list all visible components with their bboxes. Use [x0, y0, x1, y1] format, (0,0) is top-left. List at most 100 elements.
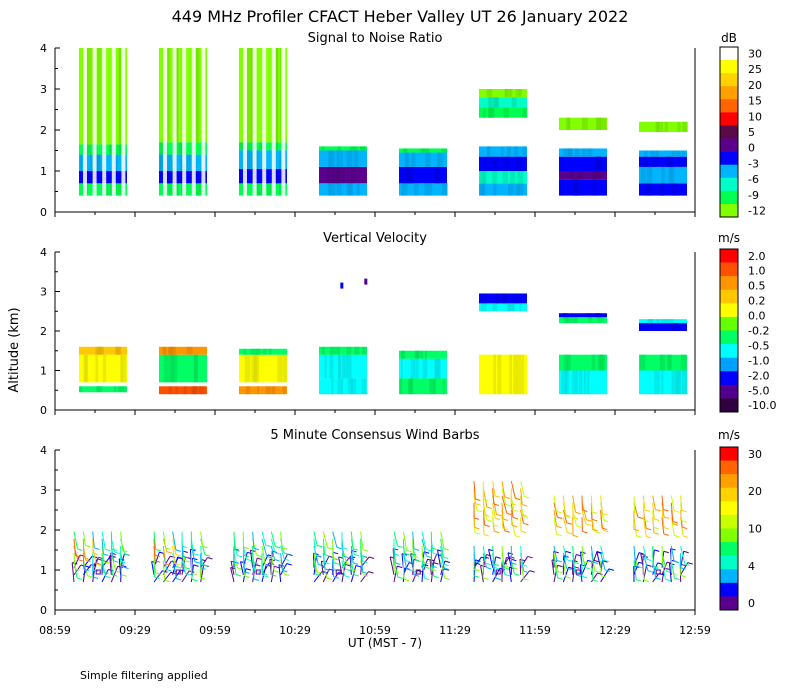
heatmap-streak	[349, 146, 355, 151]
wind-barb	[501, 502, 504, 520]
wind-barb	[562, 560, 567, 577]
wind-barb	[280, 531, 283, 548]
colorbar-label: 0	[748, 142, 755, 155]
wind-barb-flag	[263, 575, 269, 578]
colorbar-label: 4	[748, 560, 755, 573]
wind-barb-flag	[444, 560, 450, 564]
snr-gap-column	[83, 48, 87, 196]
data-block	[159, 346, 207, 395]
wind-barb	[118, 558, 122, 575]
wind-barb-flag	[594, 531, 601, 534]
colorbar-label: -1.0	[748, 354, 769, 367]
wind-barb	[162, 545, 167, 565]
wind-barb-flag	[166, 569, 172, 572]
wind-barb-flag	[74, 568, 81, 571]
wind-barb-flag	[426, 555, 432, 559]
heatmap-streak	[353, 150, 359, 167]
heatmap-streak	[668, 166, 673, 184]
heatmap-streak	[522, 146, 527, 157]
wind-barb-flag	[663, 527, 670, 530]
heatmap-streak	[192, 386, 198, 395]
wind-barb	[440, 538, 444, 558]
wind-barb-flag	[122, 549, 128, 553]
heatmap-streak	[166, 171, 170, 184]
wind-barb	[501, 488, 507, 505]
wind-barb	[402, 560, 405, 580]
wind-barb-flag	[284, 558, 290, 561]
heatmap-streak	[586, 148, 593, 157]
wind-barb-flag	[473, 575, 480, 578]
heatmap-streak	[640, 166, 646, 184]
heatmap-streak	[359, 146, 366, 151]
wind-barb-flag	[564, 514, 571, 517]
wind-barb-flag	[166, 551, 172, 554]
colorbar-swatch	[720, 47, 738, 61]
wind-barb-flag	[687, 562, 693, 565]
heatmap-streak	[265, 386, 272, 395]
heatmap-streak	[680, 354, 687, 371]
heatmap-streak	[506, 146, 512, 157]
heatmap-streak	[493, 354, 497, 395]
heatmap-streak	[177, 142, 184, 155]
snr-gap-column	[182, 48, 187, 196]
wind-barb-flag	[521, 564, 528, 567]
wind-barb-flag	[257, 557, 263, 561]
heatmap-cell	[479, 183, 527, 196]
colorbar-label: 0.2	[748, 295, 766, 308]
wind-barb-flag	[556, 533, 562, 537]
wind-barb	[519, 559, 522, 575]
wind-barb-flag	[486, 519, 493, 522]
heatmap-streak	[681, 370, 688, 395]
heatmap-streak	[175, 386, 178, 395]
wind-barb	[172, 569, 181, 583]
wind-barb-flag	[557, 577, 563, 580]
wind-barb	[92, 531, 95, 548]
heatmap-streak	[346, 183, 352, 196]
wind-barb-flag	[566, 559, 573, 562]
heatmap-streak	[253, 354, 257, 383]
wind-barb-flag	[597, 572, 603, 576]
calm-marker	[655, 569, 661, 575]
wind-barb-flag	[415, 559, 421, 563]
heatmap-streak	[328, 150, 332, 167]
colorbar-label: -12	[748, 204, 766, 217]
heatmap-streak	[183, 386, 187, 395]
wind-barb	[270, 553, 275, 571]
wind-barb-flag	[586, 519, 592, 522]
heatmap-streak	[246, 48, 252, 143]
wind-barb-flag	[663, 550, 669, 554]
wind-barb-flag	[494, 566, 500, 570]
barb-group	[312, 531, 375, 583]
heatmap-streak	[273, 386, 276, 395]
y-tick-label: 3	[40, 83, 47, 96]
heatmap-streak	[115, 154, 118, 171]
colorbar-swatch	[720, 542, 738, 556]
heatmap-cell	[239, 386, 287, 395]
colorbar-unit: dB	[721, 31, 737, 45]
heatmap-streak	[671, 319, 674, 324]
wind-barb	[572, 545, 575, 563]
wind-barb	[440, 531, 445, 549]
barb-group	[473, 481, 535, 583]
wind-barb-flag	[368, 556, 375, 559]
heatmap-streak	[434, 358, 441, 379]
data-block	[399, 148, 448, 196]
wind-barb-flag	[653, 532, 660, 535]
wind-barb-flag	[433, 575, 440, 579]
heatmap-streak	[482, 107, 486, 118]
wind-barb-flag	[504, 530, 510, 533]
wind-barb	[600, 553, 606, 570]
wind-barb-flag	[123, 566, 129, 570]
wind-barb	[110, 566, 119, 583]
wind-barb	[412, 538, 414, 557]
heatmap-streak	[582, 148, 586, 157]
wind-barb	[553, 553, 558, 572]
wind-barb-flag	[246, 558, 252, 562]
wind-barb-flag	[403, 578, 410, 582]
barb-group	[151, 531, 213, 583]
heatmap-streak	[239, 142, 244, 151]
wind-barb	[440, 553, 445, 569]
wind-barb-flag	[521, 514, 527, 517]
wind-barb	[270, 538, 276, 553]
